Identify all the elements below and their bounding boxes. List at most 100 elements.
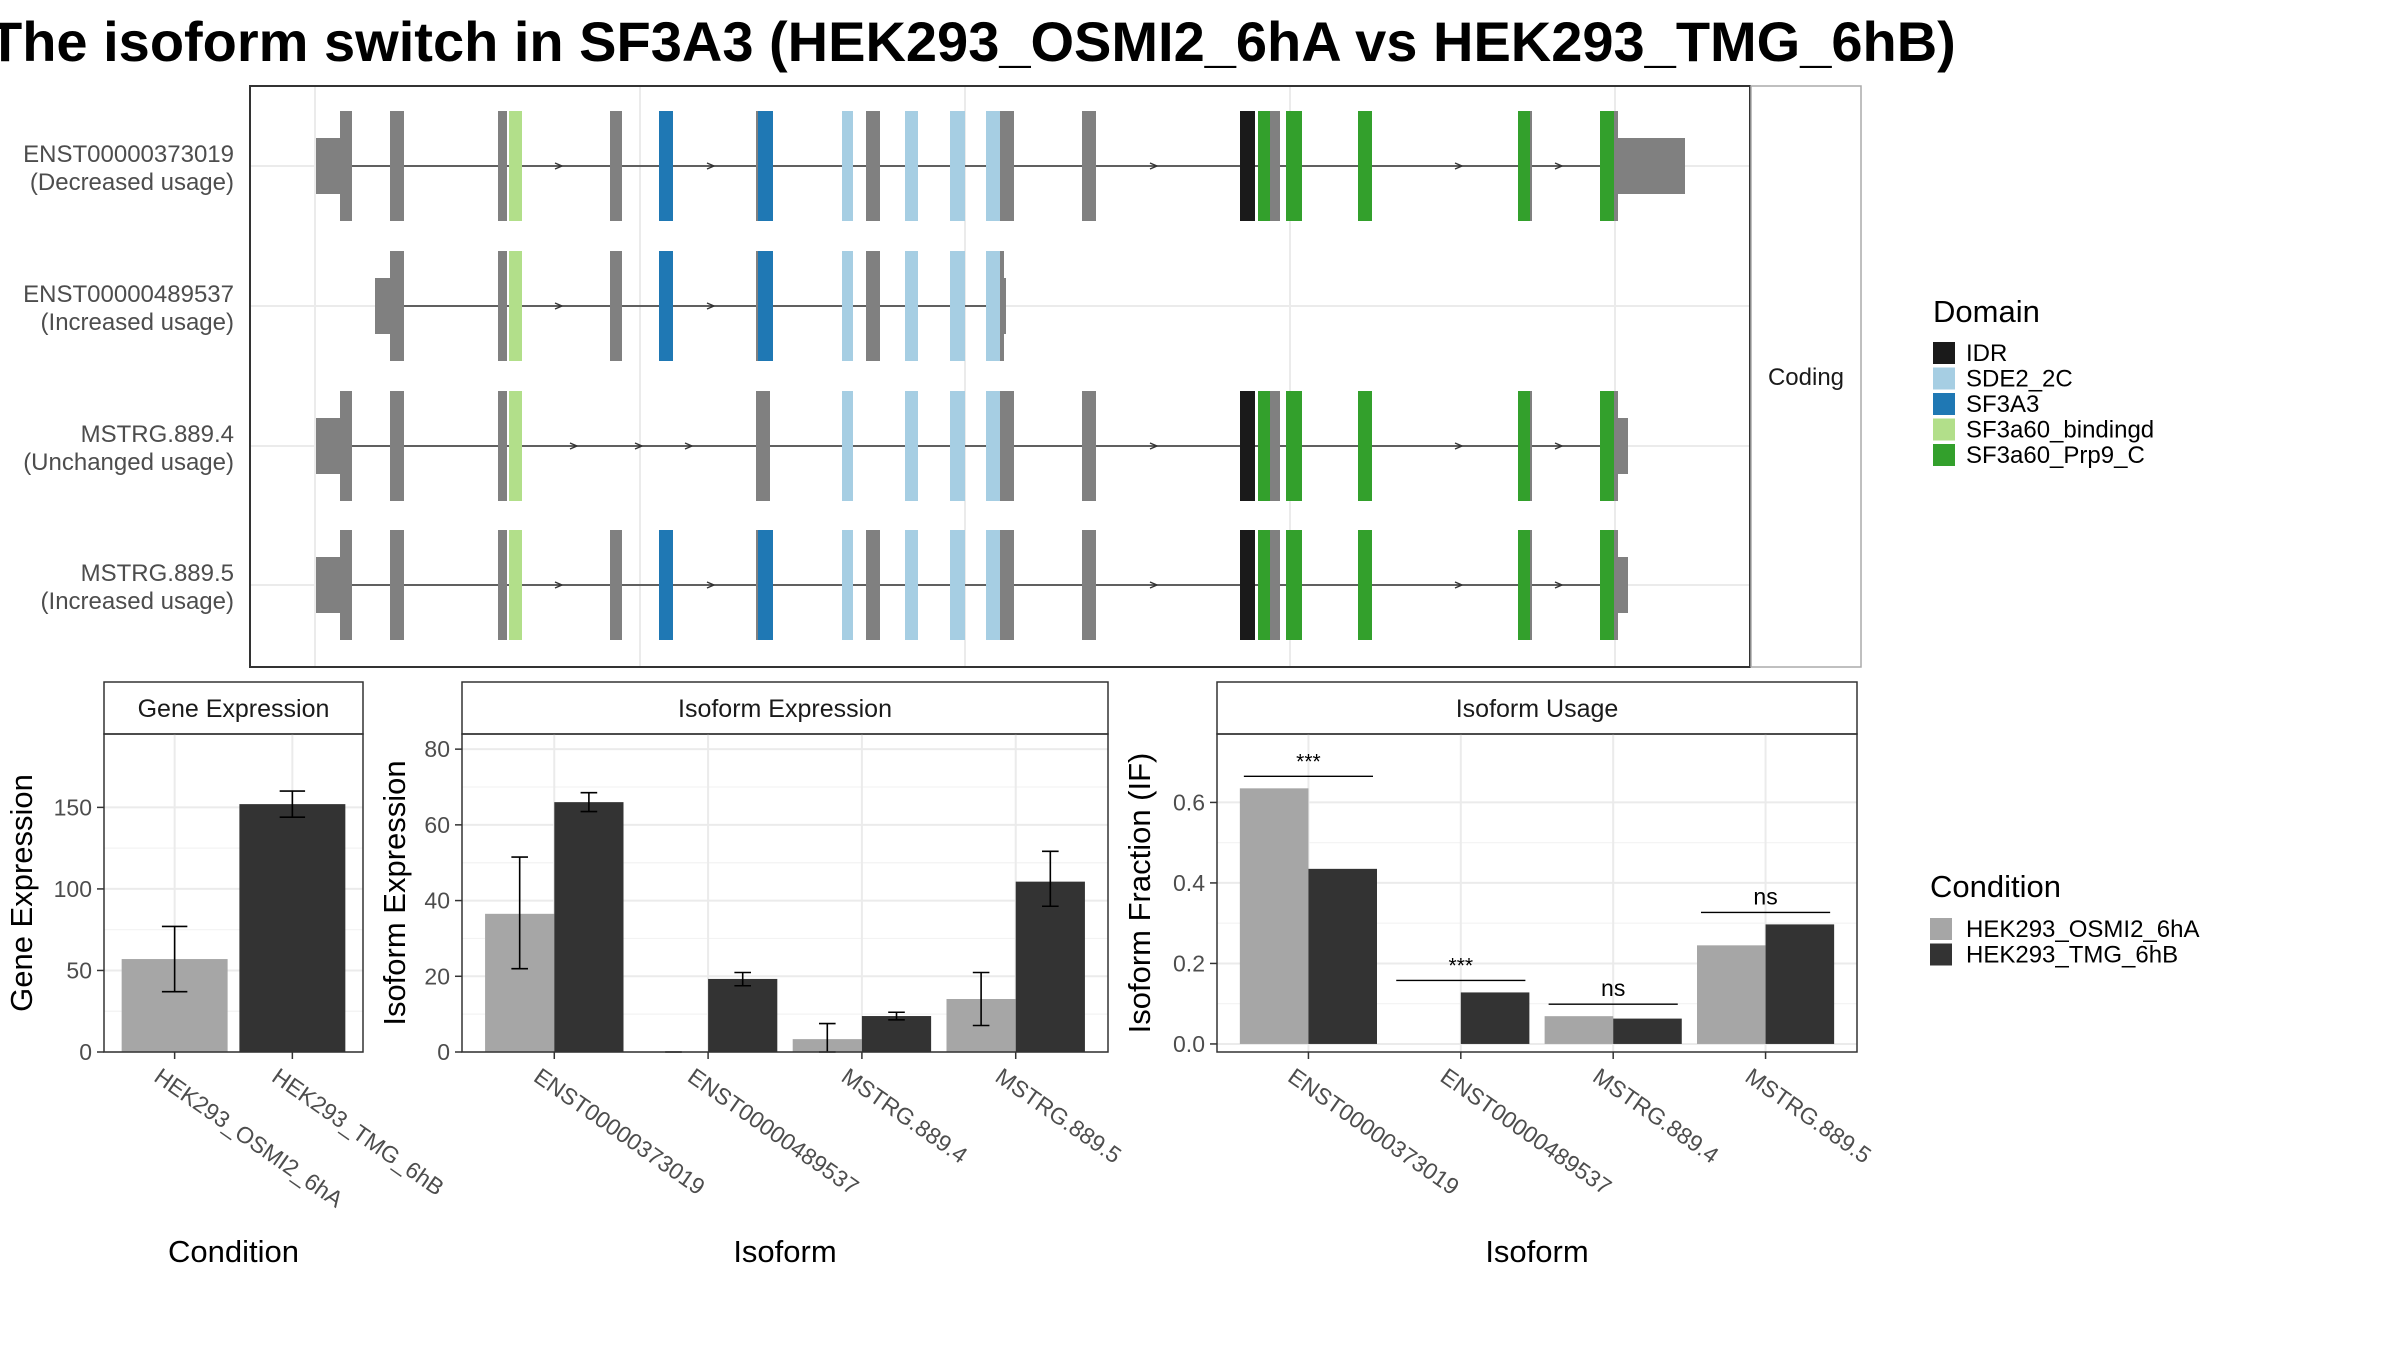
y-tick-label: 0.2 bbox=[1173, 950, 1205, 976]
domain-segment bbox=[1518, 530, 1530, 640]
x-tick-label: MSTRG.889.5 bbox=[1741, 1063, 1876, 1169]
strand-arrow bbox=[634, 442, 644, 450]
exon bbox=[866, 530, 880, 640]
y-axis-title: Isoform Fraction (IF) bbox=[1122, 753, 1157, 1034]
strand-arrow bbox=[1149, 581, 1159, 589]
legend-label: SF3a60_bindingd bbox=[1966, 417, 2154, 444]
strand-arrow bbox=[1454, 581, 1464, 589]
exon bbox=[390, 391, 404, 501]
domain-segment bbox=[842, 111, 853, 221]
x-tick-label: MSTRG.889.4 bbox=[1588, 1063, 1723, 1169]
domain-segment bbox=[509, 251, 522, 361]
isoform-label: MSTRG.889.5 bbox=[81, 560, 234, 587]
strand-arrow bbox=[1554, 162, 1564, 170]
domain-segment bbox=[509, 391, 522, 501]
bar bbox=[708, 978, 778, 1052]
exon bbox=[1000, 391, 1014, 501]
panel-border bbox=[461, 733, 1109, 1053]
x-tick-label: MSTRG.889.5 bbox=[991, 1063, 1126, 1169]
domain-segment bbox=[950, 111, 965, 221]
y-tick-label: 0.4 bbox=[1173, 870, 1205, 896]
domain-segment bbox=[509, 530, 522, 640]
exon bbox=[1000, 530, 1014, 640]
exon bbox=[340, 111, 352, 221]
legend-swatch bbox=[1930, 918, 1952, 940]
panel-title: Isoform Usage bbox=[1456, 695, 1619, 723]
exon bbox=[1000, 251, 1004, 361]
y-tick-label: 0 bbox=[79, 1039, 92, 1065]
y-tick-label: 60 bbox=[424, 812, 450, 838]
panel-border bbox=[1216, 733, 1858, 1053]
legend-swatch bbox=[1933, 444, 1955, 466]
domain-segment bbox=[986, 391, 1000, 501]
domain-segment bbox=[1518, 391, 1530, 501]
y-tick-label: 20 bbox=[424, 963, 450, 989]
domain-segment bbox=[659, 530, 673, 640]
domain-segment bbox=[1358, 391, 1372, 501]
domain-segment bbox=[1240, 530, 1255, 640]
legend-title: Condition bbox=[1930, 869, 2061, 904]
legend-label: SF3a60_Prp9_C bbox=[1966, 442, 2145, 469]
strand-arrow bbox=[684, 442, 694, 450]
domain-segment bbox=[758, 111, 773, 221]
facet-label: Coding bbox=[1768, 364, 1844, 391]
isoform-usage-label: (Unchanged usage) bbox=[23, 449, 234, 476]
domain-segment bbox=[1600, 111, 1614, 221]
utr-5prime bbox=[316, 557, 340, 613]
exon bbox=[498, 530, 507, 640]
strand-arrow bbox=[569, 442, 579, 450]
domain-segment bbox=[1286, 530, 1302, 640]
exon bbox=[1082, 111, 1096, 221]
domain-segment bbox=[1518, 111, 1530, 221]
strand-arrow bbox=[554, 581, 564, 589]
exon bbox=[866, 111, 880, 221]
domain-segment bbox=[950, 251, 965, 361]
isoform-usage-label: (Increased usage) bbox=[41, 309, 234, 336]
domain-segment bbox=[758, 251, 773, 361]
legend-label: HEK293_OSMI2_6hA bbox=[1966, 916, 2199, 943]
domain-legend: Domain IDRSDE2_2CSF3A3SF3a60_bindingdSF3a… bbox=[1933, 294, 2154, 469]
domain-segment bbox=[1286, 391, 1302, 501]
exon bbox=[756, 391, 770, 501]
legend-label: SF3A3 bbox=[1966, 391, 2039, 418]
domain-segment bbox=[842, 391, 853, 501]
panel-title: Gene Expression bbox=[138, 695, 330, 723]
domain-segment bbox=[842, 251, 853, 361]
y-tick-label: 0 bbox=[437, 1039, 450, 1065]
exon bbox=[1270, 391, 1280, 501]
y-tick-label: 40 bbox=[424, 888, 450, 914]
exon bbox=[610, 530, 622, 640]
strand-arrow bbox=[706, 162, 716, 170]
bar bbox=[1239, 788, 1309, 1044]
domain-segment bbox=[986, 251, 1000, 361]
exon bbox=[340, 530, 352, 640]
bar bbox=[239, 804, 346, 1052]
y-tick-label: 150 bbox=[54, 794, 92, 820]
exon bbox=[1270, 111, 1280, 221]
isoform-usage-panel: Isoform Usage******nsns0.00.20.40.6ENST0… bbox=[1122, 681, 1876, 1269]
y-tick-label: 0.6 bbox=[1173, 789, 1205, 815]
domain-segment bbox=[1358, 111, 1372, 221]
bar bbox=[1460, 992, 1530, 1044]
domain-segment bbox=[950, 530, 965, 640]
domain-segment bbox=[1258, 530, 1270, 640]
significance-label: *** bbox=[1449, 954, 1474, 977]
domain-segment bbox=[1240, 391, 1255, 501]
domain-segment bbox=[758, 530, 773, 640]
panel-title: Isoform Expression bbox=[678, 695, 892, 723]
legend-title: Domain bbox=[1933, 294, 2040, 329]
isoform-expression-panel: Isoform Expression020406080ENST000003730… bbox=[377, 681, 1126, 1269]
legend-label: SDE2_2C bbox=[1966, 366, 2073, 393]
y-tick-label: 80 bbox=[424, 736, 450, 762]
domain-segment bbox=[509, 111, 522, 221]
exon bbox=[390, 530, 404, 640]
domain-segment bbox=[1258, 391, 1270, 501]
bar bbox=[861, 1016, 932, 1052]
bar bbox=[1697, 945, 1766, 1044]
exon bbox=[340, 391, 352, 501]
significance-label: ns bbox=[1753, 883, 1777, 909]
utr-5prime bbox=[316, 138, 340, 194]
x-tick-label: MSTRG.889.4 bbox=[837, 1063, 972, 1169]
